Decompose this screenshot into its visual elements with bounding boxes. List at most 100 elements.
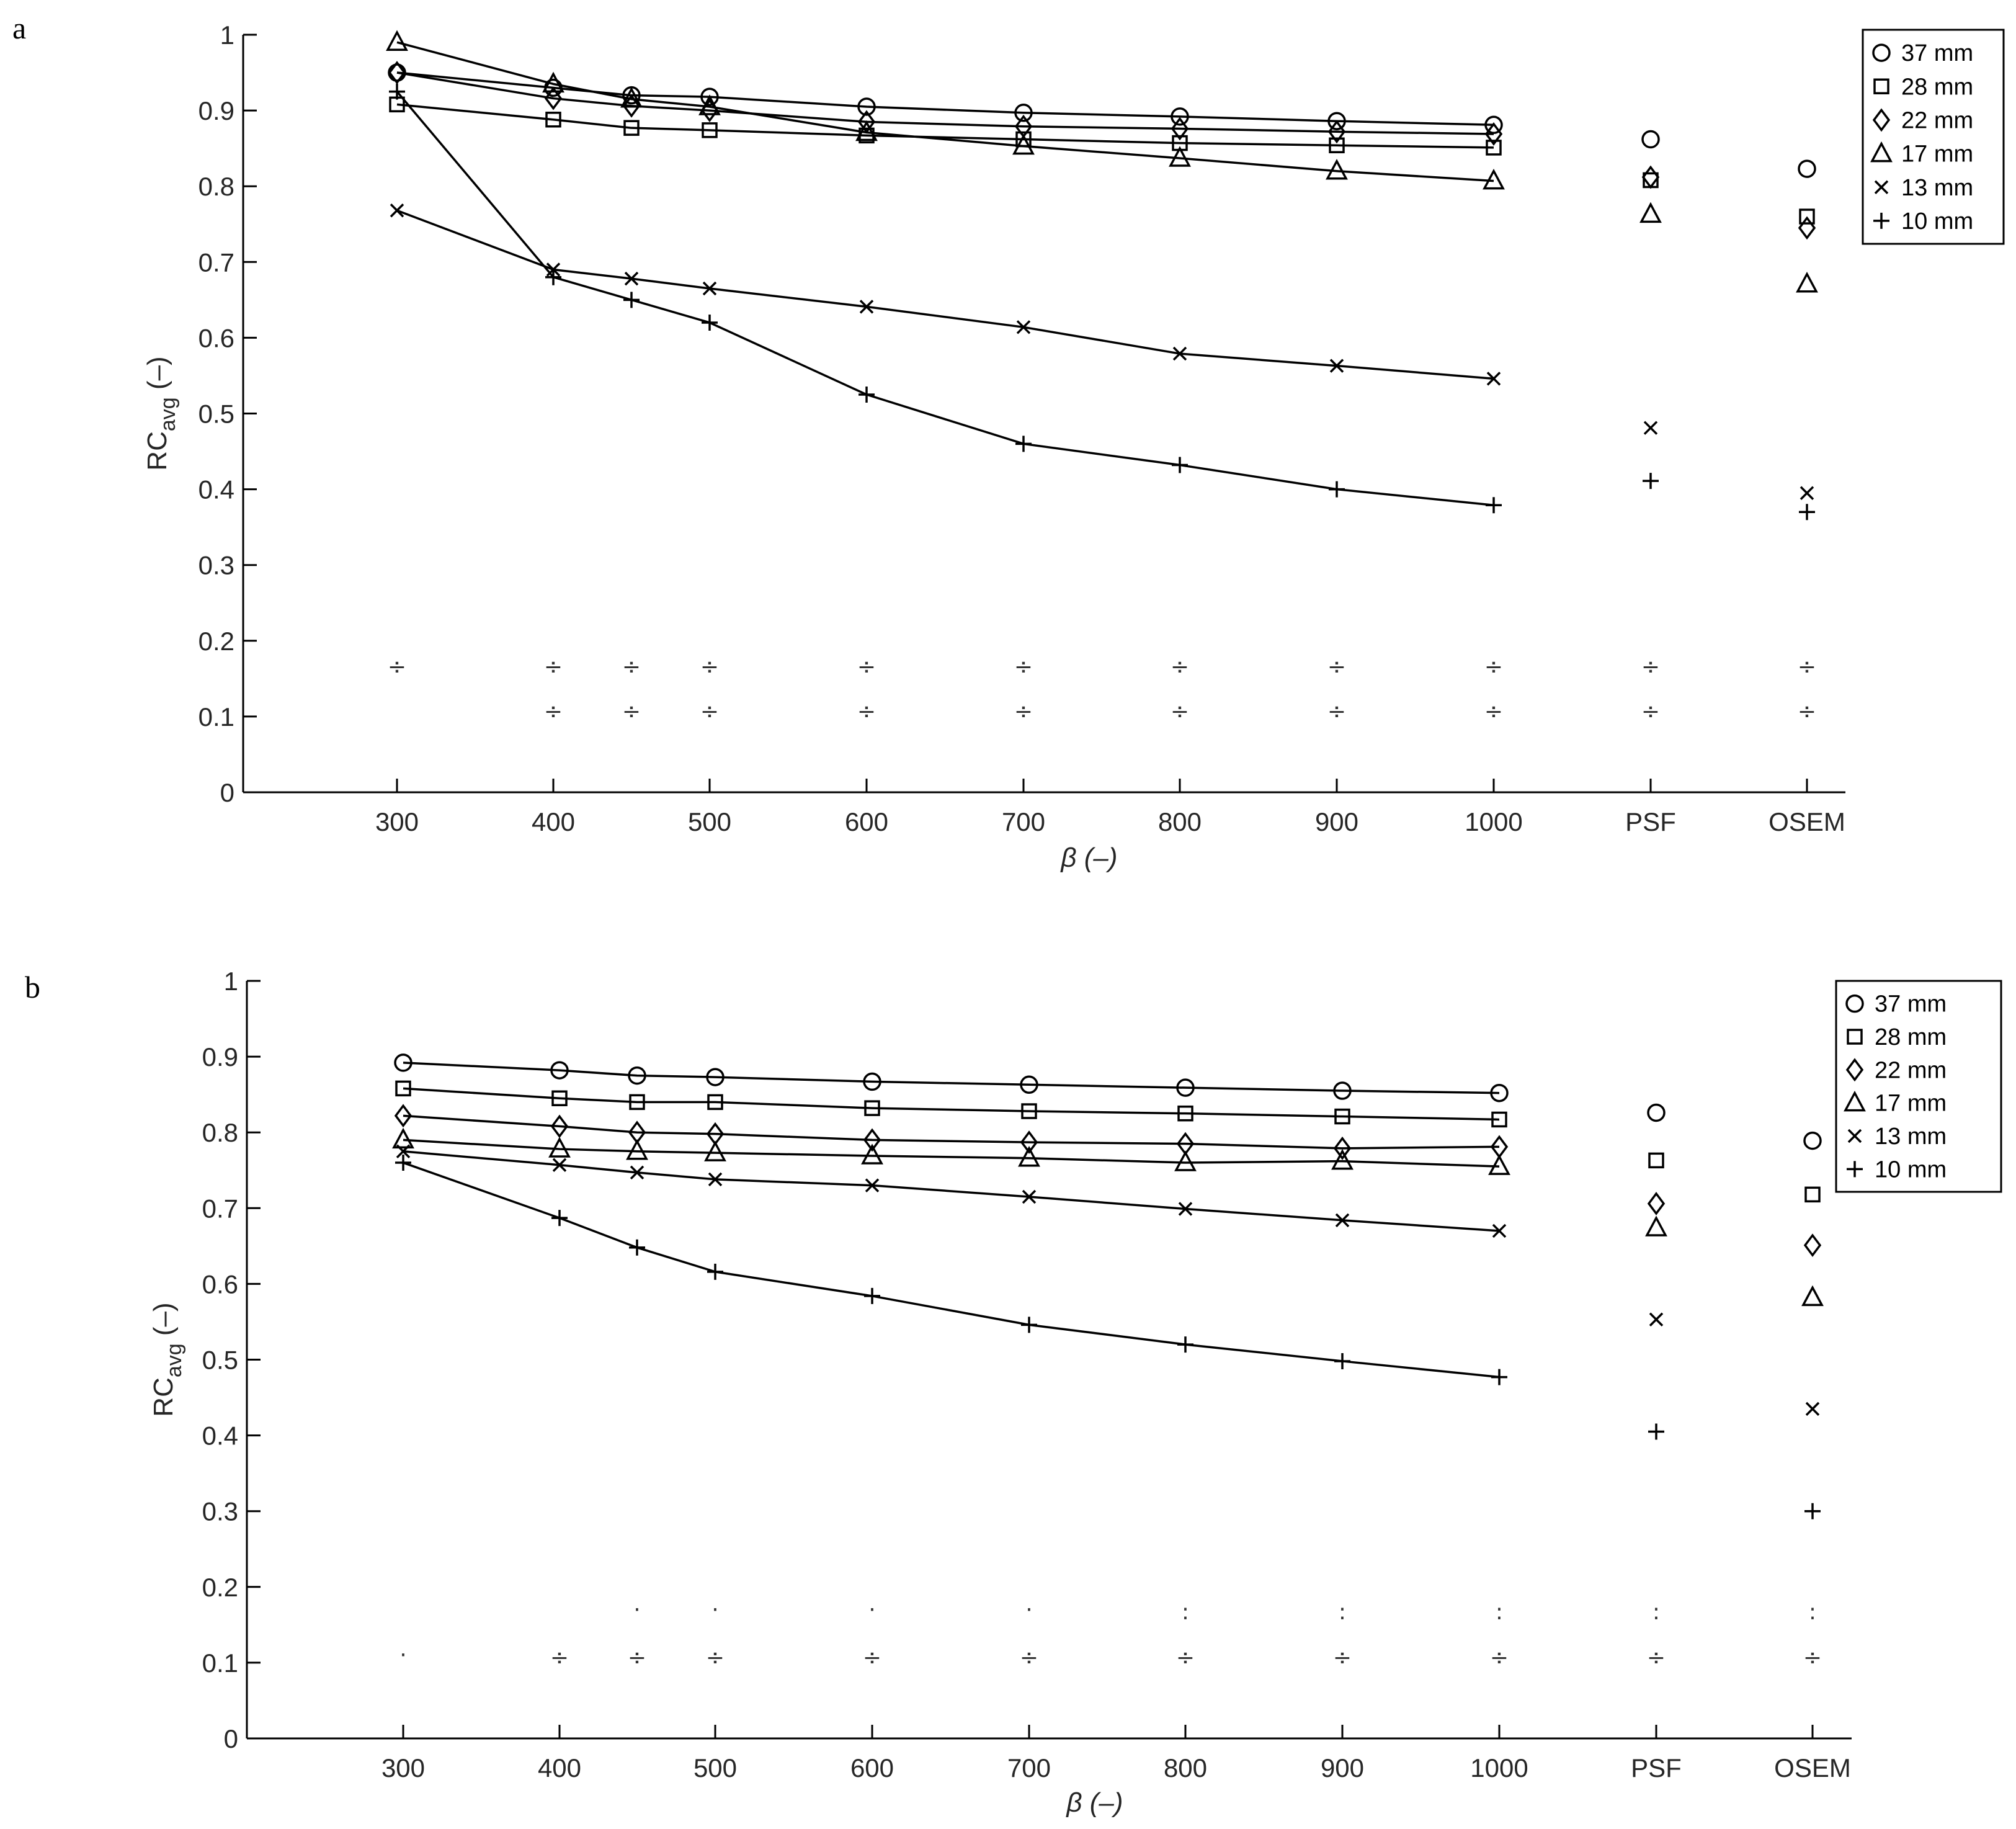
panel-a-chart: a 0 0.1 0.2 0.3 0.4 0.5 0.6 0.7 0.8 0.9 1 300 400 500 6… [12, 11, 2005, 873]
series-line-5 [403, 1161, 1500, 1379]
legend-entry-label: 17 mm [1901, 141, 1973, 168]
significance-mark: ÷ [1327, 654, 1346, 679]
significance-mark: ÷ [1641, 699, 1660, 724]
x-tick-label: 1000 [1470, 1753, 1528, 1782]
legend-marker [1873, 78, 1889, 94]
legend-entry-label: 17 mm [1875, 1091, 1947, 1117]
data-point-3-5 [1012, 133, 1035, 155]
data-point-3-4 [855, 120, 878, 141]
data-point-0-7 [1333, 1081, 1352, 1100]
data-point-0-10 [1798, 159, 1816, 178]
data-point-4-9 [1649, 1312, 1664, 1327]
legend-entry-label: 13 mm [1875, 1124, 1947, 1150]
legend-marker [1844, 1090, 1866, 1112]
data-point-5-9 [1643, 473, 1659, 490]
data-point-3-8 [1488, 1154, 1510, 1175]
data-point-4-4 [865, 1178, 880, 1192]
y-tick-label: 0.4 [198, 475, 234, 504]
data-point-3-10 [1801, 1285, 1824, 1307]
data-point-5-6 [1172, 457, 1188, 473]
data-point-0-3 [700, 87, 719, 106]
data-point-3-1 [548, 1137, 571, 1158]
significance-mark: ÷ [1647, 1645, 1666, 1670]
data-point-0-5 [1014, 104, 1033, 122]
significance-mark: : [1496, 1599, 1503, 1625]
panel-b-chart: b 0 0.1 0.2 0.3 0.4 0.5 0.6 0.7 0.8 0.9 1 300 400 500 6… [25, 967, 2002, 1818]
significance-mark: ÷ [622, 654, 641, 679]
significance-mark: ÷ [388, 654, 406, 679]
legend-entry-label: 10 mm [1901, 208, 1973, 235]
x-tick-label: 700 [1007, 1753, 1051, 1782]
data-point-1-6 [1177, 1105, 1193, 1122]
legend-entry-label: 22 mm [1875, 1057, 1947, 1083]
x-tick-label: 600 [845, 807, 888, 836]
data-point-1-7 [1334, 1108, 1350, 1125]
x-tick-label: 400 [532, 807, 575, 836]
legend-entry-label: 28 mm [1901, 74, 1973, 100]
data-point-5-3 [702, 314, 718, 331]
x-tick-label: PSF [1631, 1753, 1682, 1782]
data-point-2-0 [388, 61, 406, 84]
significance-mark: ÷ [1176, 1645, 1195, 1670]
data-point-4-8 [1486, 372, 1501, 386]
data-point-1-4 [864, 1100, 880, 1116]
data-point-1-0 [395, 1080, 411, 1097]
data-point-1-2 [629, 1094, 645, 1111]
y-tick-label: 0.7 [202, 1194, 238, 1223]
legend-entry-label: 37 mm [1875, 991, 1947, 1017]
data-point-2-10 [1798, 216, 1816, 240]
data-point-2-1 [544, 86, 563, 110]
data-point-5-4 [859, 386, 875, 403]
legend-marker [1845, 1058, 1864, 1082]
data-point-4-3 [702, 281, 717, 296]
x-tick-label: OSEM [1768, 807, 1845, 836]
significance-mark: ÷ [1327, 699, 1346, 724]
significance-mark: · [711, 1597, 718, 1622]
data-point-4-2 [630, 1165, 644, 1180]
legend-entry-label: 22 mm [1901, 107, 1973, 133]
panel-label: b [25, 970, 40, 1004]
data-point-3-5 [1018, 1146, 1040, 1167]
data-point-5-4 [864, 1287, 880, 1304]
data-point-4-7 [1335, 1213, 1350, 1228]
y-tick-label: 0.1 [198, 702, 234, 731]
y-axis-title: RCavg (–) [148, 1302, 186, 1416]
data-point-3-6 [1174, 1150, 1197, 1171]
y-tick-label: 0.6 [202, 1269, 238, 1299]
data-point-3-7 [1331, 1148, 1354, 1170]
data-point-1-2 [623, 120, 640, 136]
data-point-3-8 [1483, 168, 1505, 190]
data-point-0-8 [1490, 1083, 1509, 1102]
data-point-2-2 [622, 94, 641, 118]
data-point-5-1 [551, 1210, 568, 1227]
x-tick-label: 600 [850, 1753, 894, 1782]
data-point-5-2 [629, 1239, 645, 1256]
x-tick-label: 300 [381, 1753, 425, 1782]
significance-mark: ÷ [1641, 654, 1660, 679]
data-point-1-7 [1329, 137, 1345, 154]
legend-entry-label: 37 mm [1901, 40, 1973, 66]
data-point-4-10 [1805, 1402, 1820, 1416]
data-point-0-5 [1020, 1075, 1038, 1094]
data-point-3-4 [861, 1143, 883, 1165]
data-point-0-4 [863, 1072, 881, 1091]
data-point-1-10 [1804, 1186, 1821, 1203]
data-point-2-9 [1647, 1192, 1666, 1215]
x-tick-label: 800 [1164, 1753, 1207, 1782]
data-point-5-5 [1021, 1317, 1037, 1333]
data-point-0-3 [706, 1068, 725, 1086]
significance-mark: ÷ [1333, 1645, 1352, 1670]
legend [1835, 980, 2002, 1193]
significance-mark: : [1182, 1599, 1189, 1625]
data-point-3-3 [698, 94, 721, 115]
x-tick-label: 700 [1002, 807, 1045, 836]
data-point-4-5 [1016, 320, 1031, 334]
data-point-4-3 [708, 1172, 723, 1187]
data-point-2-7 [1333, 1136, 1352, 1160]
data-point-4-0 [390, 203, 404, 218]
data-point-3-2 [620, 87, 643, 108]
y-tick-label: 1 [224, 967, 238, 996]
data-point-0-9 [1647, 1103, 1666, 1122]
data-point-2-6 [1171, 117, 1189, 141]
legend-marker [1874, 180, 1889, 194]
